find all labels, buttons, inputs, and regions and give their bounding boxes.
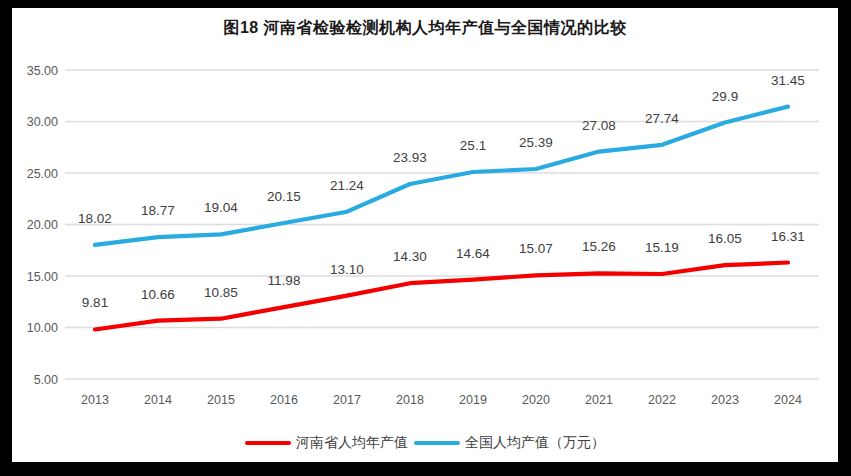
data-label: 18.77 xyxy=(141,203,175,218)
legend-swatch-henan xyxy=(245,441,291,446)
data-label: 23.93 xyxy=(393,150,427,165)
x-tick-label: 2024 xyxy=(774,393,802,407)
x-tick-label: 2023 xyxy=(711,393,739,407)
legend-swatch-national xyxy=(414,441,460,446)
y-tick-label: 35.00 xyxy=(27,64,58,78)
legend-label-national: 全国人均产值（万元） xyxy=(465,434,605,452)
data-label: 27.74 xyxy=(645,111,679,126)
data-label: 29.9 xyxy=(712,89,738,104)
x-tick-label: 2017 xyxy=(333,393,361,407)
data-label: 11.98 xyxy=(268,273,301,288)
legend-item-henan: 河南省人均年产值 xyxy=(245,434,408,452)
data-label: 14.64 xyxy=(456,246,490,261)
y-tick-label: 10.00 xyxy=(27,321,58,335)
data-label: 31.45 xyxy=(771,73,805,88)
x-tick-label: 2021 xyxy=(585,393,613,407)
data-label: 25.1 xyxy=(460,138,486,153)
data-label: 15.26 xyxy=(582,239,616,254)
data-label: 25.39 xyxy=(519,135,553,150)
data-label: 16.05 xyxy=(708,231,742,246)
y-tick-label: 25.00 xyxy=(27,167,58,181)
x-tick-label: 2020 xyxy=(522,393,550,407)
data-label: 27.08 xyxy=(582,118,616,133)
legend: 河南省人均年产值 全国人均产值（万元） xyxy=(12,434,838,452)
data-label: 18.02 xyxy=(78,211,112,226)
data-label: 16.31 xyxy=(771,229,805,244)
x-tick-label: 2014 xyxy=(144,393,172,407)
data-label: 15.19 xyxy=(645,240,679,255)
data-label: 19.04 xyxy=(204,200,238,215)
x-tick-label: 2015 xyxy=(207,393,235,407)
data-label: 14.30 xyxy=(393,249,427,264)
data-label: 13.10 xyxy=(330,262,364,277)
x-tick-label: 2016 xyxy=(270,393,298,407)
y-tick-label: 30.00 xyxy=(27,115,58,129)
data-label: 9.81 xyxy=(82,295,108,310)
data-label: 10.85 xyxy=(204,285,238,300)
plot-area: 35.00 30.00 25.00 20.00 15.00 10.00 5.00 2013 20… xyxy=(12,8,838,462)
x-tick-label: 2013 xyxy=(81,393,109,407)
legend-item-national: 全国人均产值（万元） xyxy=(414,434,605,452)
y-tick-label: 15.00 xyxy=(27,270,58,284)
y-tick-label: 5.00 xyxy=(34,373,58,387)
x-tick-label: 2019 xyxy=(459,393,487,407)
y-tick-label: 20.00 xyxy=(27,218,58,232)
data-label: 20.15 xyxy=(267,189,301,204)
data-label: 21.24 xyxy=(330,178,364,193)
x-tick-label: 2022 xyxy=(648,393,676,407)
series-line-henan xyxy=(95,263,788,330)
x-tick-label: 2018 xyxy=(396,393,424,407)
data-label: 10.66 xyxy=(141,287,175,302)
data-label: 15.07 xyxy=(519,241,553,256)
legend-label-henan: 河南省人均年产值 xyxy=(296,434,408,452)
chart-frame: 图18 河南省检验检测机构人均年产值与全国情况的比较 35.0030.0025.… xyxy=(0,0,851,476)
